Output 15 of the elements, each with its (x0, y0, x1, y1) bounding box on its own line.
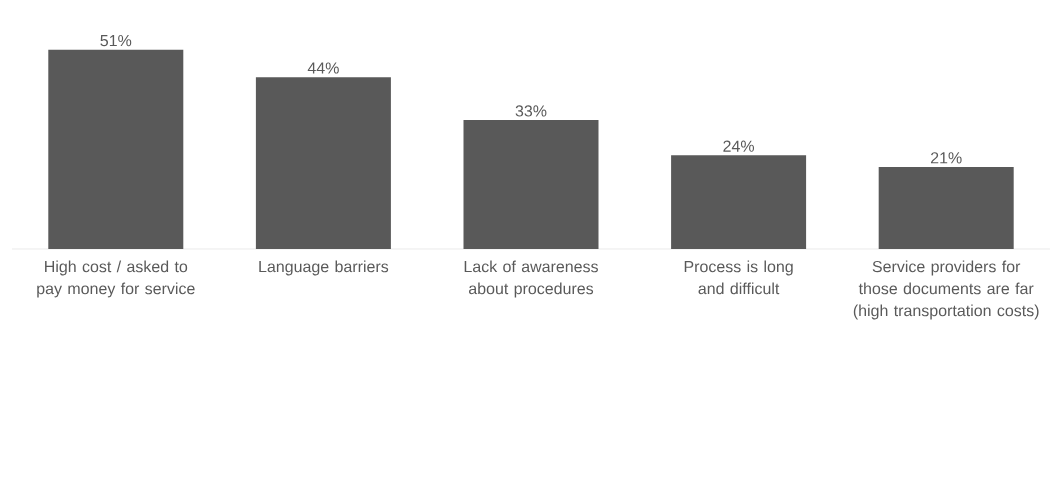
data-label: 44% (307, 62, 339, 74)
x-tick-label: Process is long and difficult (684, 260, 793, 295)
bar (463, 120, 599, 249)
x-tick-label: Service providers for those documents are far (high transportation costs) (853, 260, 1039, 320)
x-tick-label: Lack of awareness about procedures (464, 260, 598, 298)
data-label: 33% (515, 105, 547, 117)
bar (671, 155, 807, 249)
bar (48, 49, 184, 249)
data-label: 51% (100, 35, 132, 47)
bar (255, 77, 391, 249)
x-tick-label: High cost / asked to pay money for service (37, 260, 195, 298)
data-label: 21% (930, 152, 962, 164)
x-tick-label: Language barriers (259, 260, 389, 276)
bar (878, 166, 1014, 249)
data-label: 24% (723, 140, 755, 152)
